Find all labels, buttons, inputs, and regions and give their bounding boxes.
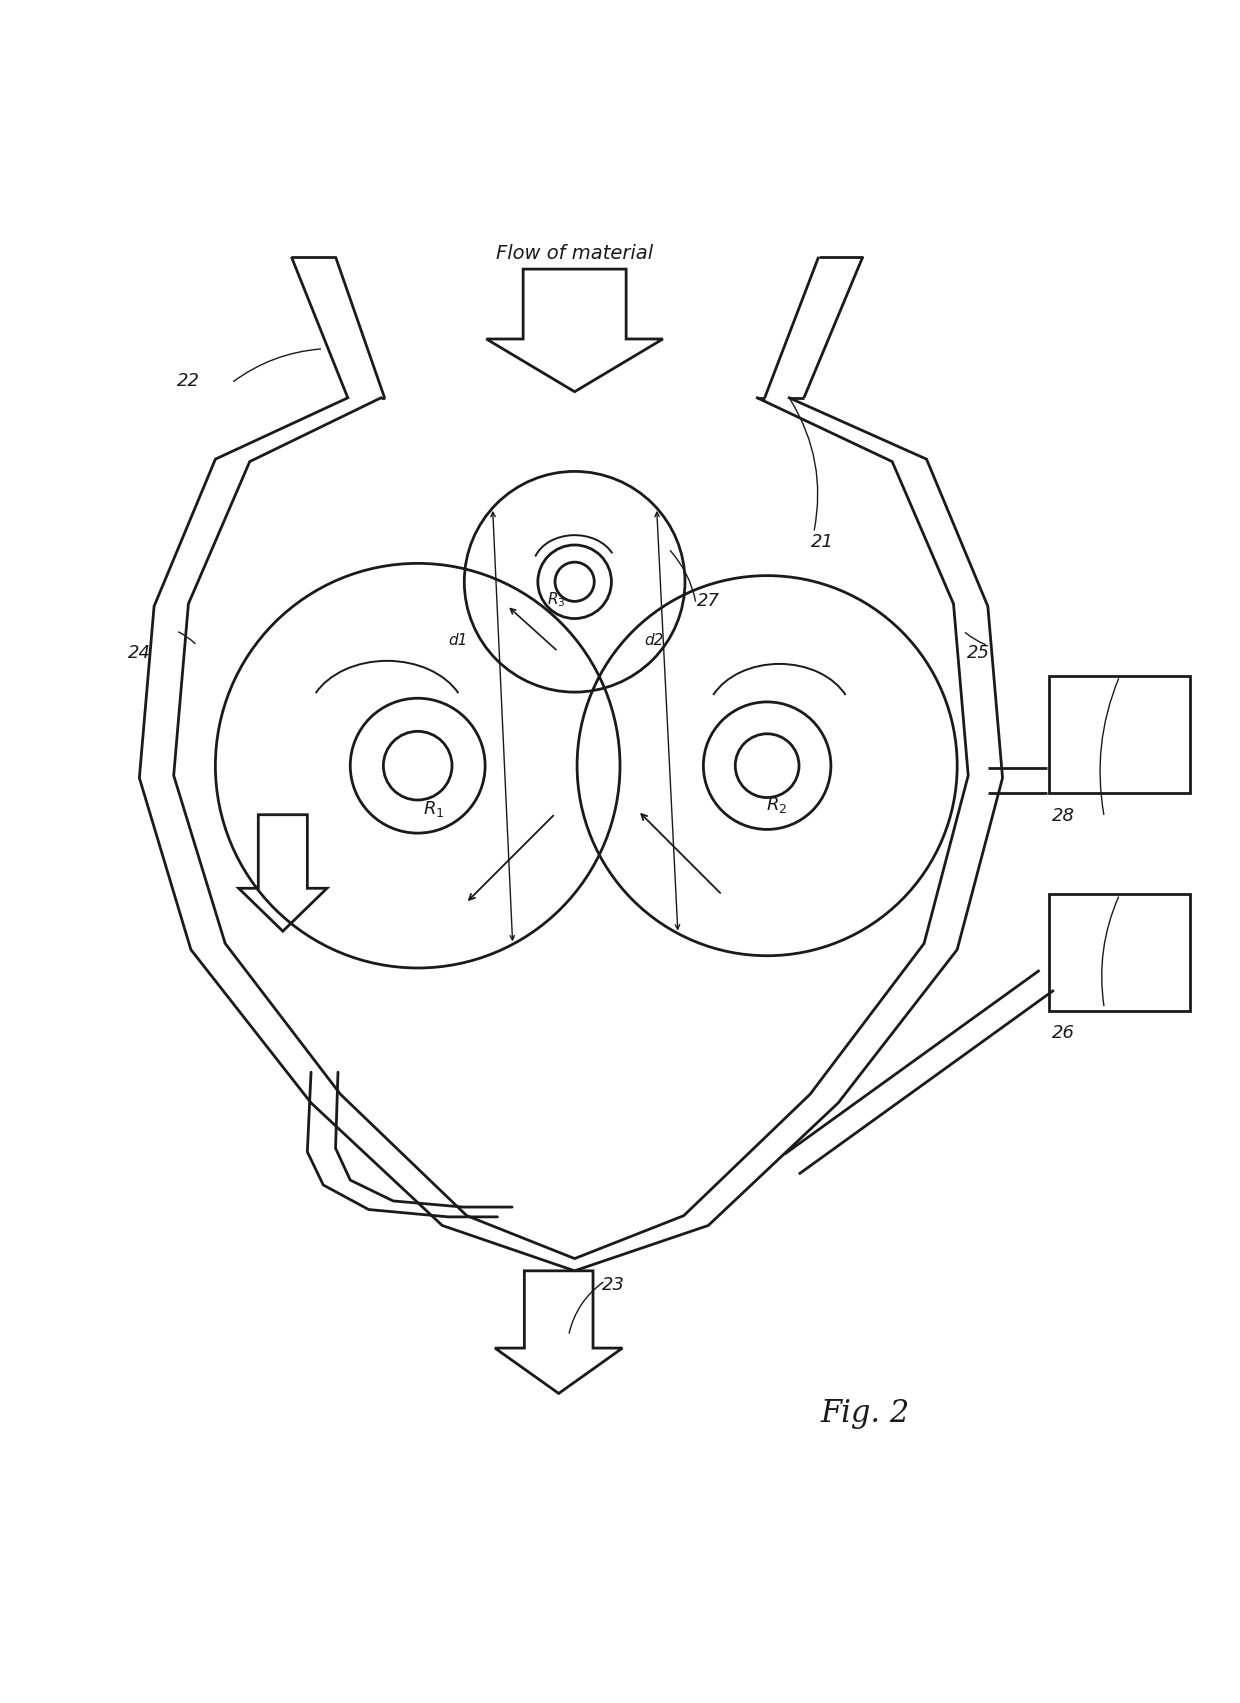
Text: $R_1$: $R_1$ <box>423 799 444 819</box>
Text: 28: 28 <box>1053 807 1075 824</box>
Text: 26: 26 <box>1053 1024 1075 1042</box>
Text: Flow of material: Flow of material <box>496 244 653 262</box>
Text: d1: d1 <box>449 634 467 649</box>
Text: 27: 27 <box>697 593 719 610</box>
Bar <box>1049 894 1190 1012</box>
Text: Fig. 2: Fig. 2 <box>821 1398 910 1429</box>
Text: 23: 23 <box>603 1277 625 1294</box>
Text: $R_3$: $R_3$ <box>547 591 565 610</box>
Text: d2: d2 <box>645 634 663 649</box>
Text: 24: 24 <box>128 644 151 662</box>
Text: 22: 22 <box>177 371 200 390</box>
Text: 25: 25 <box>966 644 990 662</box>
Text: $R_2$: $R_2$ <box>766 795 787 816</box>
Text: 21: 21 <box>811 533 833 552</box>
Bar <box>1049 676 1190 792</box>
